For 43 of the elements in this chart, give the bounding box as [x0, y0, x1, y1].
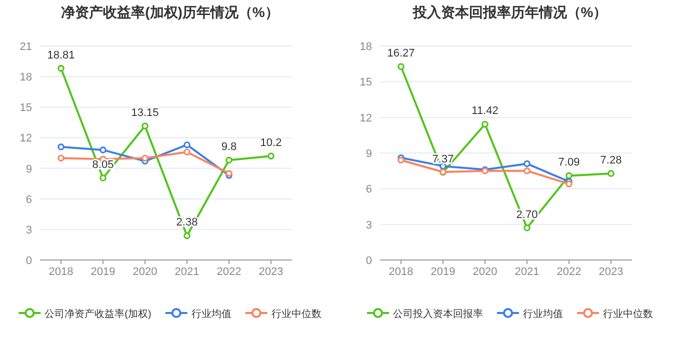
legend-label: 公司净资产收益率(加权)	[44, 308, 152, 320]
x-tick-label: 2022	[556, 266, 582, 278]
y-tick-label: 12	[20, 132, 32, 145]
data-label: 7.09	[558, 156, 580, 169]
x-tick-label: 2022	[216, 266, 242, 278]
x-tick-label: 2019	[430, 266, 456, 278]
legend-label: 行业中位数	[603, 308, 653, 320]
chart-title: 投入资本回报率历年情况（%）	[412, 4, 608, 20]
y-tick-label: 0	[26, 255, 32, 267]
x-tick-label: 2020	[132, 266, 158, 278]
y-tick-label: 6	[366, 184, 372, 196]
y-tick-label: 0	[366, 255, 372, 267]
y-tick-label: 3	[366, 219, 372, 232]
legend-label: 行业均值	[191, 308, 232, 320]
x-tick-label: 2021	[514, 266, 540, 278]
y-tick-label: 18	[20, 72, 32, 84]
x-tick-label: 2023	[258, 266, 284, 278]
data-label: 7.28	[600, 154, 622, 166]
x-tick-label: 2019	[90, 266, 116, 278]
x-tick-label: 2018	[48, 266, 74, 278]
y-tick-label: 15	[360, 76, 372, 89]
data-label: 9.8	[221, 141, 237, 154]
y-tick-label: 15	[20, 102, 32, 114]
y-tick-label: 21	[20, 41, 32, 53]
x-tick-label: 2020	[472, 266, 498, 278]
data-label: 11.42	[472, 105, 498, 118]
y-tick-label: 18	[360, 41, 372, 53]
data-label: 16.27	[387, 48, 415, 60]
legend-label: 公司投入资本回报率	[393, 308, 483, 320]
data-label: 18.81	[47, 49, 75, 62]
data-label: 13.15	[131, 106, 159, 119]
data-label: 10.2	[260, 137, 282, 150]
x-tick-label: 2018	[388, 266, 414, 278]
chart-title: 净资产收益率(加权)历年情况（%）	[61, 4, 279, 20]
legend-label: 行业中位数	[271, 308, 322, 320]
legend-label: 行业均值	[523, 308, 563, 320]
x-tick-label: 2021	[174, 266, 200, 278]
y-tick-label: 9	[366, 148, 372, 160]
y-tick-label: 9	[26, 163, 32, 176]
x-tick-label: 2023	[598, 266, 624, 278]
y-tick-label: 12	[360, 112, 372, 124]
y-tick-label: 3	[26, 224, 32, 236]
y-tick-label: 6	[26, 194, 32, 206]
